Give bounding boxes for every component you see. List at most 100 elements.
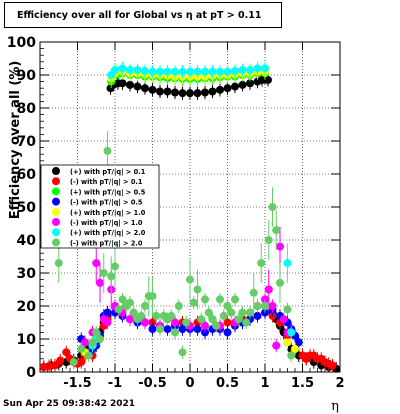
- data-point: [152, 311, 161, 320]
- x-tick-label: 1.5: [291, 376, 314, 391]
- data-point: [283, 305, 292, 314]
- data-point: [227, 308, 236, 317]
- x-tick-label: -1: [108, 376, 122, 391]
- data-point: [287, 351, 296, 360]
- legend-label: (-) with pT/|q| > 0.5: [70, 199, 143, 208]
- data-point: [264, 236, 273, 244]
- legend-marker: [52, 228, 60, 237]
- y-tick-label: 70: [17, 134, 37, 150]
- legend: (+) with pT/|q| > 0.1(-) with pT/|q| > 0…: [40, 164, 160, 249]
- data-point: [231, 295, 239, 304]
- data-point: [92, 259, 101, 268]
- data-point: [201, 321, 209, 330]
- data-point: [148, 85, 157, 94]
- legend-label: (-) with pT/|q| > 2.0: [70, 239, 143, 248]
- y-tick-label: 30: [17, 266, 37, 282]
- data-point: [193, 325, 202, 334]
- data-point: [186, 67, 194, 76]
- data-point: [238, 66, 247, 75]
- data-point: [156, 325, 164, 334]
- y-tick-label: 50: [17, 200, 37, 216]
- data-point: [261, 302, 269, 310]
- data-point: [212, 321, 221, 330]
- data-point: [96, 335, 104, 343]
- data-point: [178, 67, 187, 76]
- data-point: [208, 67, 217, 76]
- data-point: [114, 305, 123, 314]
- x-tick-label: -0.5: [138, 376, 166, 391]
- data-point: [171, 67, 179, 76]
- data-point: [268, 203, 277, 211]
- data-points: [39, 61, 341, 373]
- y-tick-label: 90: [17, 68, 37, 84]
- data-point: [261, 64, 269, 73]
- data-point: [182, 318, 191, 327]
- data-point: [111, 262, 119, 271]
- data-point: [223, 84, 232, 93]
- data-point: [253, 64, 262, 73]
- data-point: [178, 325, 187, 334]
- data-point: [77, 358, 86, 367]
- data-point: [56, 356, 65, 365]
- x-tick-label: -1.5: [63, 376, 91, 391]
- x-tick-label: 2: [335, 376, 344, 391]
- legend-label: (+) with pT/|q| > 1.0: [70, 209, 146, 218]
- legend-marker: [52, 207, 60, 216]
- data-point: [171, 88, 179, 97]
- data-point: [118, 79, 127, 88]
- data-point: [126, 315, 134, 324]
- data-point: [253, 302, 262, 310]
- timestamp: Sun Apr 25 09:38:42 2021: [3, 399, 136, 409]
- data-point: [208, 315, 217, 324]
- y-tick-label: 40: [17, 233, 37, 249]
- data-point: [223, 318, 232, 327]
- data-point: [216, 85, 224, 94]
- data-point: [201, 295, 209, 304]
- data-point: [246, 66, 254, 75]
- legend-label: (-) with pT/|q| > 1.0: [70, 219, 143, 228]
- data-point: [126, 66, 134, 75]
- x-axis-label: η: [331, 399, 339, 414]
- legend-marker: [52, 177, 60, 186]
- y-tick-label: 0: [26, 365, 36, 381]
- data-point: [118, 64, 127, 73]
- data-point: [238, 80, 247, 89]
- data-point: [197, 315, 206, 324]
- data-point: [103, 308, 112, 317]
- data-point: [141, 84, 149, 93]
- x-tick-label: 0.5: [216, 376, 239, 391]
- y-tick-label: 20: [17, 299, 37, 315]
- legend-marker: [52, 218, 60, 226]
- data-point: [328, 361, 337, 370]
- data-point: [148, 325, 157, 334]
- data-point: [257, 259, 266, 268]
- data-point: [249, 288, 258, 297]
- data-point: [223, 328, 232, 337]
- data-point: [238, 308, 247, 317]
- data-point: [283, 259, 292, 268]
- data-point: [216, 295, 224, 304]
- data-point: [253, 311, 262, 320]
- data-point: [51, 361, 59, 370]
- data-point: [92, 328, 101, 337]
- data-point: [133, 66, 142, 75]
- series-8: [54, 131, 296, 369]
- data-point: [141, 302, 149, 310]
- data-point: [272, 226, 281, 235]
- data-point: [201, 67, 209, 76]
- data-point: [103, 146, 112, 155]
- data-point: [137, 311, 146, 320]
- data-point: [156, 67, 164, 76]
- data-point: [77, 344, 86, 353]
- data-point: [163, 325, 172, 334]
- legend-marker: [52, 187, 60, 196]
- data-point: [171, 318, 179, 327]
- data-point: [264, 285, 273, 294]
- data-point: [171, 328, 179, 337]
- data-point: [264, 75, 272, 84]
- data-point: [118, 295, 127, 304]
- y-tick-label: 10: [17, 332, 37, 348]
- legend-box: [40, 164, 160, 249]
- data-point: [276, 278, 284, 287]
